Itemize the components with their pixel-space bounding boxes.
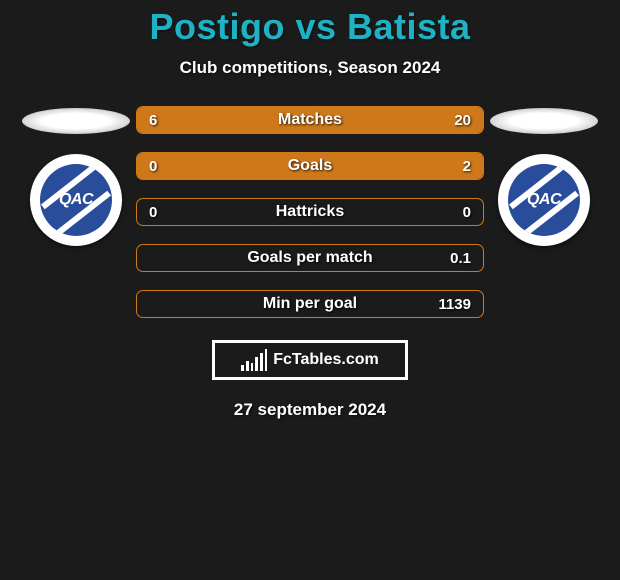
comparison-layout: QAC 6Matches20 0Goals2 0Hattricks0 Goals pe… <box>0 106 620 318</box>
branding-box: FcTables.com <box>212 340 408 380</box>
player-right-col: QAC <box>484 106 604 246</box>
stat-row: 0Hattricks0 <box>136 198 484 226</box>
stat-row: 6Matches20 <box>136 106 484 134</box>
bar-chart-icon <box>241 349 267 371</box>
stat-row: 0Goals2 <box>136 152 484 180</box>
season-subtitle: Club competitions, Season 2024 <box>0 58 620 78</box>
player-right-ellipse <box>490 108 598 134</box>
stat-label: Matches <box>137 111 483 129</box>
stat-label: Min per goal <box>137 295 483 313</box>
club-badge-right: QAC <box>498 154 590 246</box>
stat-row: Min per goal1139 <box>136 290 484 318</box>
stat-label: Goals <box>137 157 483 175</box>
branding-text: FcTables.com <box>273 351 379 369</box>
date-line: 27 september 2024 <box>0 400 620 420</box>
club-badge-left: QAC <box>30 154 122 246</box>
player-left-ellipse <box>22 108 130 134</box>
stat-label: Hattricks <box>137 203 483 221</box>
stats-bars: 6Matches20 0Goals2 0Hattricks0 Goals per ma… <box>136 106 484 318</box>
player-left-col: QAC <box>16 106 136 246</box>
stat-row: Goals per match0.1 <box>136 244 484 272</box>
stat-label: Goals per match <box>137 249 483 267</box>
comparison-title: Postigo vs Batista <box>0 6 620 48</box>
